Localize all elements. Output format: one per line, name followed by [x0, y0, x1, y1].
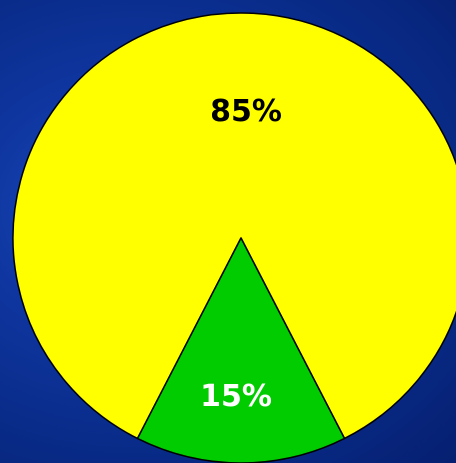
data-label-85: 85%	[210, 94, 282, 129]
data-label-15: 15%	[200, 379, 272, 414]
pie-slice-85	[12, 12, 456, 440]
